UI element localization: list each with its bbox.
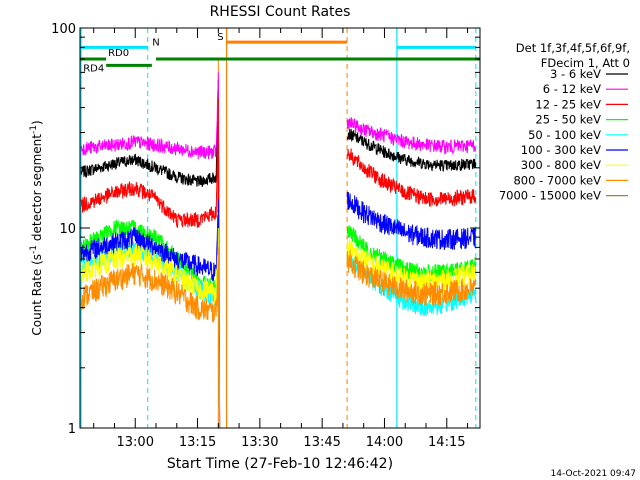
legend-entry-label: 25 - 50 keV: [535, 113, 601, 127]
legend: Det 1f,3f,4f,5f,6f,9f,FDecim 1, Att 03 -…: [499, 41, 630, 203]
x-tick-label: 13:00: [117, 435, 154, 450]
timestamp: 14-Oct-2021 09:47: [551, 469, 636, 479]
series-line: [346, 128, 477, 172]
y-tick-label: 100: [51, 22, 76, 37]
n-label: N: [152, 37, 159, 48]
y-axis: 1 10 100: [51, 22, 480, 437]
legend-header: FDecim 1, Att 0: [541, 56, 630, 70]
series-line: [80, 89, 219, 160]
legend-entry-label: 50 - 100 keV: [528, 128, 601, 142]
legend-entry-label: 100 - 300 keV: [521, 143, 601, 157]
legend-entry-label: 800 - 7000 keV: [513, 173, 601, 187]
x-tick-label: 13:30: [241, 435, 278, 450]
legend-entry-label: 12 - 25 keV: [535, 97, 601, 111]
x-tick-label: 13:15: [179, 435, 216, 450]
y-tick-label: 1: [68, 422, 76, 437]
x-tick-label: 14:15: [428, 435, 465, 450]
series-line: [80, 106, 219, 188]
series-line: [346, 148, 477, 208]
legend-entry-label: 3 - 6 keV: [550, 67, 601, 81]
legend-entry-label: 300 - 800 keV: [521, 158, 601, 172]
legend-header: Det 1f,3f,4f,5f,6f,9f,: [516, 41, 630, 55]
rd0-label: RD0: [108, 48, 129, 59]
series-line: [80, 219, 219, 295]
chart-title: RHESSI Count Rates: [210, 4, 351, 20]
x-axis-label: Start Time (27-Feb-10 12:46:42): [167, 456, 393, 472]
series-line: [346, 250, 477, 306]
y-tick-label: 10: [59, 222, 76, 237]
series-spike: [217, 247, 221, 429]
series-line: [80, 243, 219, 305]
y-axis-label: Count Rate (s-1 detector segment-1): [29, 120, 44, 335]
series-line: [80, 215, 219, 282]
series-line: [80, 262, 219, 323]
series-line: [346, 191, 477, 250]
legend-entry-label: 7000 - 15000 keV: [499, 189, 601, 203]
s-label: S: [217, 32, 223, 43]
x-tick-label: 13:45: [303, 435, 340, 450]
x-tick-label: 14:00: [366, 435, 403, 450]
series-line: [80, 240, 219, 306]
series-line: [346, 117, 477, 156]
x-axis: 13:00 13:15 13:30 13:45 14:00 14:15: [93, 28, 469, 450]
series-layer: [80, 72, 477, 429]
legend-entry-label: 6 - 12 keV: [543, 82, 601, 96]
rd4-label: RD4: [83, 63, 104, 74]
series-line: [80, 121, 219, 228]
